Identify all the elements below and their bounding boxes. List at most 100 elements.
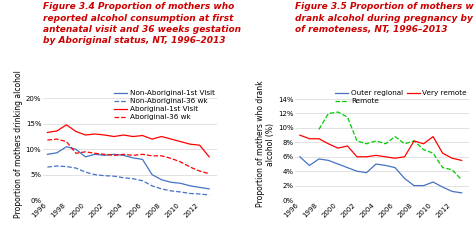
Non-Aboriginal-36 wk bbox=[206, 193, 212, 196]
Remote bbox=[354, 140, 360, 142]
Aboriginal-1st Visit bbox=[159, 135, 164, 138]
Aboriginal-36 wk bbox=[168, 157, 174, 160]
Very remote bbox=[449, 157, 455, 160]
Aboriginal-1st Visit bbox=[54, 130, 60, 132]
Non-Aboriginal-1st Visit bbox=[121, 154, 127, 157]
Very remote bbox=[364, 155, 369, 158]
Remote bbox=[364, 142, 369, 145]
Very remote bbox=[316, 137, 322, 140]
Non-Aboriginal-36 wk bbox=[168, 189, 174, 192]
Very remote bbox=[430, 135, 436, 138]
Non-Aboriginal-36 wk bbox=[140, 179, 146, 182]
Non-Aboriginal-1st Visit bbox=[140, 158, 146, 161]
Legend: Outer regional, Remote, Very remote: Outer regional, Remote, Very remote bbox=[334, 89, 468, 106]
Aboriginal-1st Visit bbox=[197, 144, 202, 147]
Non-Aboriginal-1st Visit bbox=[45, 153, 50, 156]
Aboriginal-36 wk bbox=[64, 140, 69, 143]
Very remote bbox=[345, 144, 350, 147]
Line: Aboriginal-36 wk: Aboriginal-36 wk bbox=[47, 139, 209, 174]
Very remote bbox=[354, 155, 360, 158]
Remote bbox=[430, 152, 436, 155]
Line: Non-Aboriginal-1st Visit: Non-Aboriginal-1st Visit bbox=[47, 147, 209, 189]
Non-Aboriginal-1st Visit bbox=[82, 155, 88, 158]
Remote bbox=[383, 142, 388, 145]
Aboriginal-36 wk bbox=[92, 152, 98, 155]
Outer regional bbox=[297, 155, 303, 158]
Aboriginal-1st Visit bbox=[206, 155, 212, 158]
Remote bbox=[373, 140, 379, 142]
Remote bbox=[345, 116, 350, 119]
Aboriginal-1st Visit bbox=[73, 130, 79, 133]
Aboriginal-36 wk bbox=[130, 154, 136, 157]
Very remote bbox=[459, 159, 465, 162]
Aboriginal-36 wk bbox=[197, 170, 202, 173]
Remote bbox=[316, 128, 322, 131]
Aboriginal-36 wk bbox=[54, 138, 60, 141]
Non-Aboriginal-1st Visit bbox=[64, 145, 69, 148]
Aboriginal-1st Visit bbox=[130, 135, 136, 138]
Aboriginal-1st Visit bbox=[111, 135, 117, 138]
Remote bbox=[440, 166, 446, 169]
Aboriginal-36 wk bbox=[73, 152, 79, 155]
Aboriginal-36 wk bbox=[159, 154, 164, 157]
Aboriginal-36 wk bbox=[45, 139, 50, 142]
Outer regional bbox=[383, 164, 388, 167]
Remote bbox=[392, 135, 398, 138]
Non-Aboriginal-36 wk bbox=[149, 184, 155, 187]
Aboriginal-36 wk bbox=[206, 172, 212, 175]
Legend: Non-Aboriginal-1st Visit, Non-Aboriginal-36 wk, Aboriginal-1st Visit, Aboriginal: Non-Aboriginal-1st Visit, Non-Aboriginal… bbox=[112, 89, 216, 122]
Aboriginal-36 wk bbox=[101, 153, 107, 156]
Text: Figure 3.4 Proportion of mothers who
reported alcohol consumption at first
anten: Figure 3.4 Proportion of mothers who rep… bbox=[43, 2, 241, 45]
Aboriginal-1st Visit bbox=[178, 140, 183, 143]
Very remote bbox=[373, 154, 379, 157]
Outer regional bbox=[354, 170, 360, 173]
Outer regional bbox=[345, 166, 350, 169]
Non-Aboriginal-1st Visit bbox=[73, 148, 79, 151]
Non-Aboriginal-36 wk bbox=[111, 175, 117, 178]
Very remote bbox=[297, 134, 303, 137]
Non-Aboriginal-1st Visit bbox=[130, 156, 136, 159]
Non-Aboriginal-36 wk bbox=[82, 171, 88, 173]
Outer regional bbox=[430, 181, 436, 183]
Outer regional bbox=[392, 166, 398, 169]
Non-Aboriginal-1st Visit bbox=[178, 182, 183, 185]
Outer regional bbox=[449, 190, 455, 193]
Y-axis label: Proportion of mothers drinking alcohol: Proportion of mothers drinking alcohol bbox=[14, 70, 23, 218]
Non-Aboriginal-36 wk bbox=[130, 177, 136, 180]
Remote bbox=[411, 140, 417, 142]
Outer regional bbox=[335, 163, 341, 165]
Non-Aboriginal-36 wk bbox=[121, 176, 127, 179]
Remote bbox=[449, 168, 455, 171]
Line: Aboriginal-1st Visit: Aboriginal-1st Visit bbox=[47, 125, 209, 157]
Remote bbox=[459, 178, 465, 181]
Aboriginal-1st Visit bbox=[149, 138, 155, 141]
Remote bbox=[401, 142, 407, 145]
Very remote bbox=[307, 137, 312, 140]
Aboriginal-36 wk bbox=[140, 153, 146, 156]
Outer regional bbox=[364, 171, 369, 174]
Non-Aboriginal-36 wk bbox=[45, 166, 50, 169]
Remote bbox=[421, 148, 427, 151]
Aboriginal-36 wk bbox=[149, 154, 155, 157]
Text: Figure 3.5 Proportion of mothers who
drank alcohol during pregnancy by level
of : Figure 3.5 Proportion of mothers who dra… bbox=[295, 2, 474, 34]
Outer regional bbox=[373, 163, 379, 165]
Non-Aboriginal-1st Visit bbox=[159, 178, 164, 181]
Aboriginal-1st Visit bbox=[121, 133, 127, 136]
Non-Aboriginal-1st Visit bbox=[168, 181, 174, 184]
Line: Outer regional: Outer regional bbox=[300, 157, 462, 193]
Non-Aboriginal-36 wk bbox=[178, 191, 183, 193]
Aboriginal-36 wk bbox=[121, 153, 127, 156]
Non-Aboriginal-1st Visit bbox=[206, 187, 212, 190]
Remote bbox=[326, 112, 331, 115]
Outer regional bbox=[316, 157, 322, 160]
Aboriginal-36 wk bbox=[187, 166, 193, 169]
Non-Aboriginal-1st Visit bbox=[92, 153, 98, 156]
Very remote bbox=[335, 147, 341, 150]
Aboriginal-1st Visit bbox=[92, 132, 98, 135]
Aboriginal-36 wk bbox=[111, 154, 117, 157]
Non-Aboriginal-36 wk bbox=[64, 165, 69, 168]
Non-Aboriginal-36 wk bbox=[101, 174, 107, 177]
Non-Aboriginal-36 wk bbox=[197, 193, 202, 195]
Non-Aboriginal-36 wk bbox=[54, 164, 60, 167]
Non-Aboriginal-36 wk bbox=[159, 187, 164, 190]
